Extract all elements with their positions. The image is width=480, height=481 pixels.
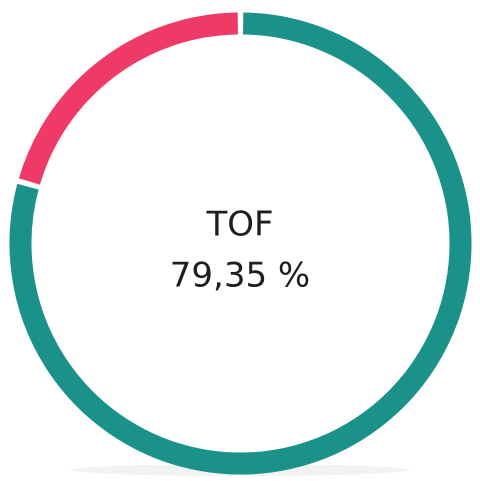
donut-segment xyxy=(9,12,472,475)
donut-segment xyxy=(18,12,238,185)
center-value-label: 79,35 % xyxy=(170,256,310,296)
center-category: TOF xyxy=(205,205,273,245)
donut xyxy=(9,12,472,475)
